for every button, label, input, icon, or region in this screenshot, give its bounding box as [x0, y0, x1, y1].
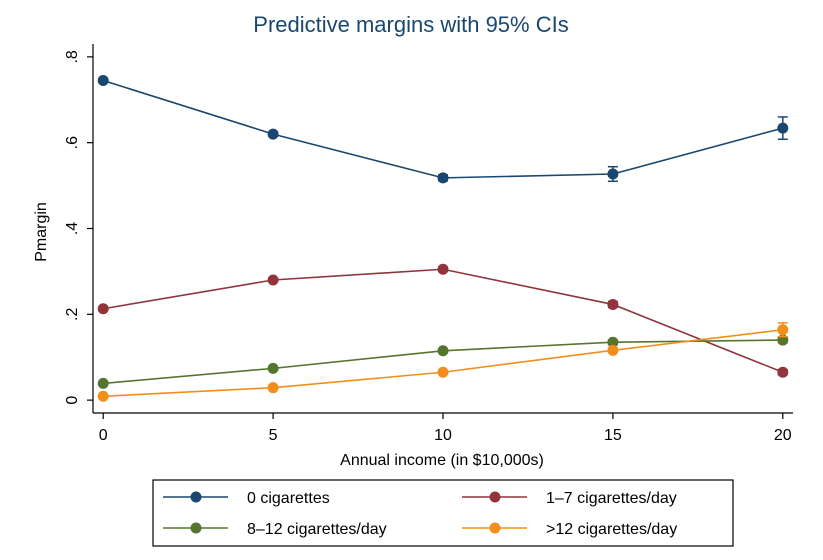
series-layer [97, 74, 789, 402]
y-tick-label: .4 [64, 222, 81, 235]
chart-title: Predictive margins with 95% CIs [253, 12, 568, 37]
data-point [97, 303, 109, 315]
data-point [777, 324, 789, 336]
legend-marker [489, 522, 501, 534]
series-line [102, 79, 784, 179]
plot-frame [92, 44, 793, 414]
data-point [607, 336, 619, 348]
x-tick-label: 5 [269, 427, 278, 444]
series-3 [97, 322, 789, 402]
y-tick-label: .8 [64, 50, 81, 63]
legend: 0 cigarettes 1–7 cigarettes/day 8–12 cigar… [152, 479, 734, 547]
data-point [607, 344, 619, 356]
data-point [97, 74, 109, 86]
data-point [777, 366, 789, 378]
data-point [437, 366, 449, 378]
data-point [607, 168, 619, 180]
series-1 [97, 263, 789, 378]
data-point [607, 298, 619, 310]
data-point [437, 172, 449, 184]
x-axis-label: Annual income (in $10,000s) [340, 452, 544, 469]
legend-label: 8–12 cigarettes/day [247, 521, 387, 538]
series-2 [97, 334, 789, 389]
legend-label: 0 cigarettes [247, 490, 330, 507]
legend-item: 1–7 cigarettes/day [462, 490, 677, 507]
legend-box [152, 479, 734, 547]
legend-item: >12 cigarettes/day [462, 521, 677, 538]
data-point [267, 128, 279, 140]
data-point [267, 274, 279, 286]
legend-marker [190, 522, 202, 534]
y-axis-label: Pmargin [33, 202, 50, 262]
x-tick-label: 20 [774, 427, 792, 444]
x-tick-label: 10 [434, 427, 452, 444]
legend-label: >12 cigarettes/day [546, 521, 677, 538]
y-ticks: 0 .2 .4 .6 .8 [64, 50, 93, 405]
y-tick-label: .6 [64, 136, 81, 149]
data-point [97, 390, 109, 402]
data-point [267, 382, 279, 394]
data-point [777, 122, 789, 134]
legend-item: 0 cigarettes [163, 490, 330, 507]
y-tick-label: .2 [64, 308, 81, 321]
data-point [437, 345, 449, 357]
data-point [267, 362, 279, 374]
legend-marker [190, 491, 202, 503]
x-tick-label: 0 [99, 427, 108, 444]
data-point [97, 377, 109, 389]
x-tick-label: 15 [604, 427, 622, 444]
y-tick-label: 0 [64, 396, 81, 405]
legend-marker [489, 491, 501, 503]
legend-item: 8–12 cigarettes/day [163, 521, 387, 538]
x-ticks: 0 5 10 15 20 [99, 413, 792, 444]
legend-label: 1–7 cigarettes/day [546, 490, 677, 507]
series-line [103, 328, 783, 398]
data-point [437, 263, 449, 275]
series-0 [97, 74, 789, 184]
series-line [103, 268, 784, 373]
